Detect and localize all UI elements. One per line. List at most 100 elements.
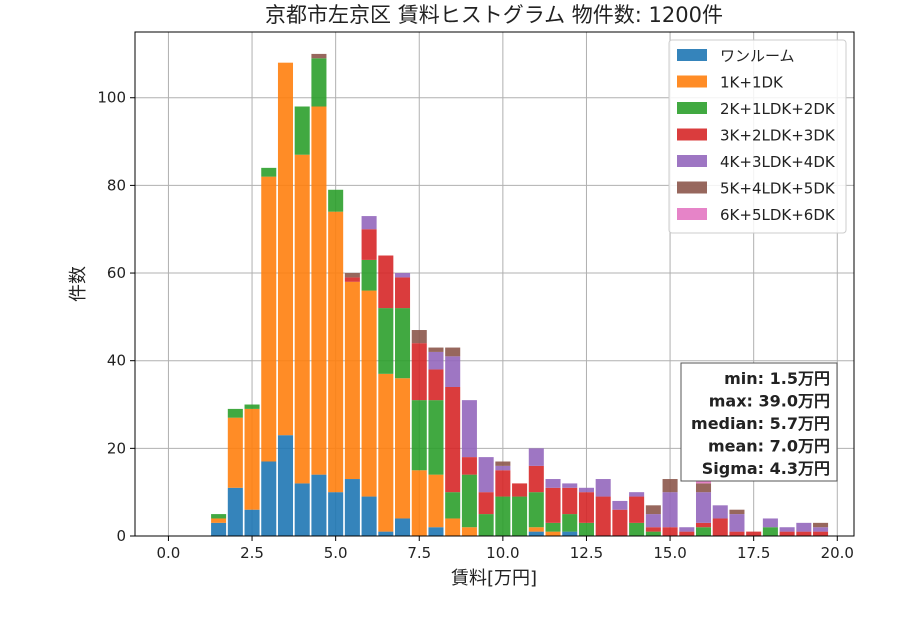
bar-segment-0 xyxy=(428,527,444,536)
x-tick-label: 5.0 xyxy=(324,544,348,562)
bar-segment-2 xyxy=(361,259,377,291)
bar-segment-3 xyxy=(562,487,578,515)
y-ticks: 0 20 40 60 80 100 xyxy=(97,89,135,545)
x-tick-label: 20.0 xyxy=(821,544,854,562)
bar-segment-4 xyxy=(629,492,645,497)
bar-segment-1 xyxy=(277,62,294,436)
stats-box: min: 1.5万円 max: 39.0万円 median: 5.7万円 mean: … xyxy=(680,362,838,482)
bar-segment-5 xyxy=(695,483,712,493)
bar-segment-5 xyxy=(428,347,444,352)
bar-segment-3 xyxy=(578,492,594,523)
chart-title: 京都市左京区 賃料ヒストグラム 物件数: 1200件 xyxy=(265,3,723,27)
bar-segment-3 xyxy=(528,465,544,493)
bar-segment-1 xyxy=(311,106,327,475)
bar-segment-1 xyxy=(261,176,277,462)
stat-line: max: 39.0万円 xyxy=(709,392,830,411)
bar-segment-0 xyxy=(562,531,578,536)
bar-segment-3 xyxy=(629,496,645,523)
legend-label: 4K+3LDK+4DK xyxy=(720,153,836,171)
x-tick-label: 12.5 xyxy=(570,544,603,562)
plot-frame xyxy=(134,31,855,537)
bar-segment-1 xyxy=(545,531,561,536)
bar-segment-2 xyxy=(411,400,427,471)
bar-segment-5 xyxy=(813,522,829,528)
bar-segment-3 xyxy=(679,531,695,536)
bar-segment-1 xyxy=(528,527,544,532)
bar-segment-2 xyxy=(311,58,327,107)
bar-segment-4 xyxy=(562,483,578,488)
bar-segment-0 xyxy=(244,509,260,536)
bar-segment-1 xyxy=(378,373,394,532)
bar-segment-0 xyxy=(328,492,344,536)
bar-segment-1 xyxy=(411,470,427,536)
x-tick-label: 15.0 xyxy=(653,544,686,562)
bar-segment-1 xyxy=(244,408,260,510)
bar-segment-3 xyxy=(645,527,661,532)
bar-segment-2 xyxy=(629,522,645,536)
legend-swatch xyxy=(677,75,707,88)
bar-segment-3 xyxy=(729,531,745,536)
bar-segment-2 xyxy=(227,408,243,418)
bar-segment-1 xyxy=(395,378,411,519)
bar-segment-3 xyxy=(746,531,762,536)
bar-segment-5 xyxy=(662,479,678,493)
bars xyxy=(211,53,829,536)
bar-segment-5 xyxy=(311,53,327,59)
bar-segment-2 xyxy=(211,514,227,519)
stat-line: min: 1.5万円 xyxy=(724,369,830,388)
legend-swatch xyxy=(677,208,707,220)
bar-segment-4 xyxy=(495,465,511,471)
bar-segment-3 xyxy=(512,483,528,497)
bar-segment-3 xyxy=(361,229,377,260)
bar-segment-4 xyxy=(662,492,678,528)
legend: ワンルーム 1K+1DK 2K+1LDK+2DK 3K+2LDK+3DK 4K+3LDK… xyxy=(668,39,847,234)
bar-segment-2 xyxy=(495,496,511,536)
x-tick-label: 7.5 xyxy=(407,544,431,562)
bar-segment-3 xyxy=(545,487,561,523)
bar-segment-4 xyxy=(428,351,444,370)
bar-segment-2 xyxy=(261,167,277,177)
legend-label: 2K+1LDK+2DK xyxy=(720,100,836,118)
x-ticks: 0.0 2.5 5.0 7.5 10.0 12.5 15.0 17.5 20.0 xyxy=(157,536,854,562)
bar-segment-0 xyxy=(294,483,310,536)
bar-segment-3 xyxy=(796,531,812,536)
bar-segment-1 xyxy=(294,154,310,484)
x-tick-label: 0.0 xyxy=(157,544,181,562)
bar-segment-4 xyxy=(679,527,695,532)
bar-segment-3 xyxy=(344,277,360,282)
bar-segment-4 xyxy=(729,514,745,532)
bar-segment-3 xyxy=(395,277,411,309)
bar-segment-3 xyxy=(612,509,628,536)
bar-segment-4 xyxy=(813,527,829,532)
legend-swatch xyxy=(677,128,707,141)
bar-segment-4 xyxy=(361,216,377,230)
bar-segment-3 xyxy=(445,386,461,493)
bar-segment-2 xyxy=(545,522,561,532)
bar-segment-2 xyxy=(512,496,528,536)
bar-segment-4 xyxy=(578,487,594,493)
bar-segment-1 xyxy=(461,527,477,536)
bar-segment-3 xyxy=(461,457,477,475)
y-tick-label: 80 xyxy=(107,176,126,194)
bar-segment-0 xyxy=(528,531,544,536)
bar-segment-0 xyxy=(395,518,411,536)
bar-segment-3 xyxy=(478,492,494,515)
bar-segment-3 xyxy=(378,255,394,309)
bar-segment-0 xyxy=(344,479,360,536)
bar-segment-4 xyxy=(796,522,812,532)
bar-segment-2 xyxy=(428,400,444,475)
bar-segment-1 xyxy=(344,281,360,480)
x-axis-label: 賃料[万円] xyxy=(451,568,537,589)
bar-segment-2 xyxy=(578,522,594,536)
bar-segment-2 xyxy=(562,514,578,532)
legend-swatch xyxy=(677,155,707,167)
bar-segment-2 xyxy=(244,404,260,409)
bar-segment-3 xyxy=(779,531,795,536)
legend-swatch xyxy=(677,102,707,114)
bar-segment-2 xyxy=(478,514,494,536)
bar-segment-1 xyxy=(428,474,444,528)
bar-segment-4 xyxy=(645,514,661,528)
bar-segment-4 xyxy=(461,400,477,458)
bar-segment-2 xyxy=(645,531,661,536)
